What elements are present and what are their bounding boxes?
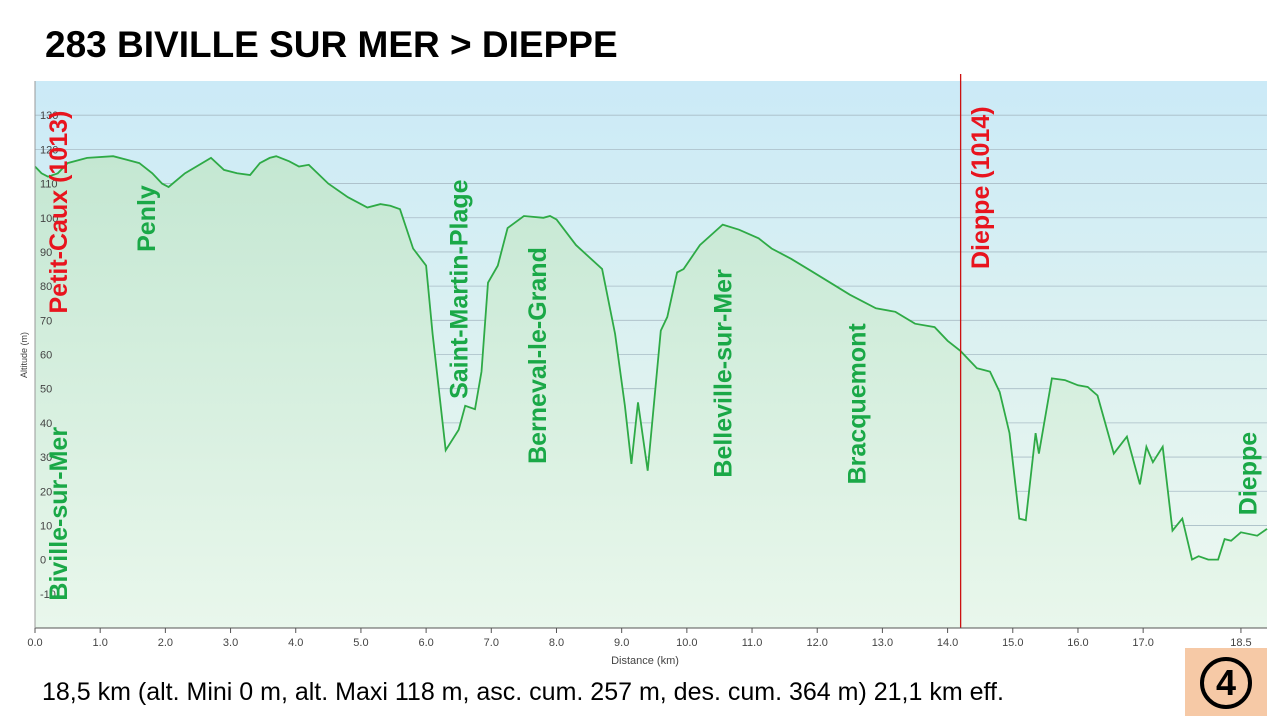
place-label: Bracquemont bbox=[843, 323, 871, 485]
x-tick-label: 0.0 bbox=[27, 637, 42, 649]
x-tick-label: 14.0 bbox=[937, 637, 958, 649]
x-tick-label: 11.0 bbox=[742, 637, 763, 649]
x-tick-label: 7.0 bbox=[484, 637, 499, 649]
y-tick-label: 60 bbox=[40, 350, 52, 362]
x-tick-label: 17.0 bbox=[1132, 637, 1153, 649]
x-tick-label: 13.0 bbox=[872, 637, 893, 649]
x-tick-label: 16.0 bbox=[1067, 637, 1088, 649]
place-label: Dieppe (1014) bbox=[967, 106, 995, 269]
y-tick-label: 20 bbox=[40, 486, 52, 498]
x-tick-label: 8.0 bbox=[549, 637, 564, 649]
route-summary: 18,5 km (alt. Mini 0 m, alt. Maxi 118 m,… bbox=[42, 678, 1004, 706]
y-tick-label: 10 bbox=[40, 520, 52, 532]
x-tick-label: 3.0 bbox=[223, 637, 238, 649]
place-label: Biville-sur-Mer bbox=[45, 427, 73, 601]
y-tick-label: 110 bbox=[40, 179, 58, 191]
x-tick-label: 18.5 bbox=[1230, 637, 1251, 649]
y-tick-label: 120 bbox=[40, 144, 58, 156]
y-tick-label: 0 bbox=[40, 555, 46, 567]
y-tick-label: 50 bbox=[40, 384, 52, 396]
x-tick-label: 2.0 bbox=[158, 637, 173, 649]
stage-number: 4 bbox=[1200, 657, 1252, 709]
x-tick-label: 12.0 bbox=[807, 637, 828, 649]
profile-line bbox=[34, 155, 1268, 561]
y-tick-label: 80 bbox=[40, 281, 52, 293]
y-tick-label: 130 bbox=[40, 110, 58, 122]
profile-area bbox=[35, 156, 1267, 628]
place-label: Belleville-sur-Mer bbox=[710, 269, 738, 478]
place-label: Dieppe bbox=[1234, 432, 1262, 515]
y-tick-label: 90 bbox=[40, 247, 52, 259]
x-tick-label: 1.0 bbox=[93, 637, 108, 649]
x-tick-label: 5.0 bbox=[353, 637, 368, 649]
y-tick-label: 30 bbox=[40, 452, 52, 464]
x-tick-label: 15.0 bbox=[1002, 637, 1023, 649]
x-axis-label: Distance (km) bbox=[611, 655, 679, 667]
y-tick-label: 70 bbox=[40, 315, 52, 327]
stage-badge: 4 bbox=[1185, 648, 1267, 716]
place-label: Penly bbox=[133, 185, 161, 252]
x-tick-label: 10.0 bbox=[676, 637, 697, 649]
x-tick-labels: 0.0 1.0 2.0 3.0 4.0 5.0 6.0 7.0 8.0 9.0 10.0 11.0 12… bbox=[27, 628, 1252, 649]
y-tick-label: 40 bbox=[40, 418, 52, 430]
y-axis-label: Altitude (m) bbox=[19, 332, 29, 378]
place-labels: Biville-sur-Mer Petit-Caux (1013) Penly Sai… bbox=[45, 106, 1263, 600]
y-tick-labels: -10 0 10 20 30 40 50 60 70 80 90 100 110 120 130 bbox=[40, 110, 58, 601]
x-tick-label: 9.0 bbox=[614, 637, 629, 649]
place-label: Berneval-le-Grand bbox=[524, 247, 552, 464]
place-label: Saint-Martin-Plage bbox=[446, 179, 474, 399]
x-tick-label: 4.0 bbox=[288, 637, 303, 649]
y-tick-label: -10 bbox=[40, 589, 56, 601]
place-label: Petit-Caux (1013) bbox=[45, 111, 73, 314]
page-title: 283 BIVILLE SUR MER > DIEPPE bbox=[45, 24, 618, 65]
x-tick-label: 6.0 bbox=[418, 637, 433, 649]
y-tick-label: 100 bbox=[40, 213, 58, 225]
